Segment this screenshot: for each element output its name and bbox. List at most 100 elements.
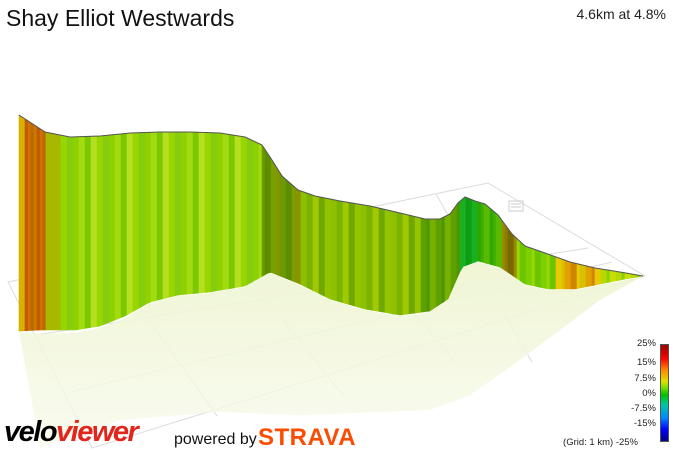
profile-strip [18,114,23,332]
gradient-legend-bar [660,344,669,442]
profile-strip [357,203,362,309]
profile-strip [423,218,428,313]
profile-strip [180,131,185,296]
profile-strip [363,204,368,310]
profile-strip [468,198,473,265]
profile-strip [270,157,275,275]
profile-strip [507,227,512,276]
profile-strip [504,223,509,274]
profile-strip [525,245,530,286]
profile-strip [315,195,320,294]
profile-strip [39,128,44,331]
veloviewer-logo[interactable]: velo viewer [4,414,139,448]
profile-strip [354,203,359,308]
profile-strip [210,132,215,293]
legend-label-15: 15% [636,357,656,368]
profile-strip [276,166,281,277]
profile-strip [426,218,431,312]
profile-strip [513,235,518,280]
profile-strip [474,200,479,263]
profile-strip [549,254,554,290]
profile-strip [384,209,389,314]
profile-strip [576,263,581,289]
profile-strip [66,136,71,331]
profile-strip [279,171,284,278]
profile-strip [63,135,68,331]
profile-strip [459,198,464,273]
profile-strip [162,131,167,300]
profile-strip [285,178,290,281]
profile-strip [45,131,50,331]
legend-label-minus-25: -25% [615,437,638,448]
profile-strip [261,144,266,277]
profile-strip [555,256,560,290]
profile-strip [399,212,404,316]
profile-strip [150,131,155,303]
profile-strip [87,135,92,329]
profile-strip [273,162,278,276]
profile-strip [177,131,182,296]
profile-strip [21,116,26,332]
profile-strip [174,131,179,297]
profile-strip [450,207,455,293]
profile-strip [615,271,620,282]
profile-strip [99,135,104,327]
profile-strip [567,260,572,290]
profile-strip [564,259,569,290]
profile-strip [621,271,626,280]
profile-strip [417,216,422,313]
logo-velo: velo [4,416,58,448]
profile-strip [105,134,110,325]
profile-strip [396,211,401,316]
profile-strip [240,136,245,288]
profile-strip [498,215,503,269]
profile-strip [489,207,494,266]
profile-strip [141,132,146,307]
profile-strip [312,194,317,293]
profile-strip [117,133,122,320]
profile-strip [579,264,584,289]
grid-scale-note: (Grid: 1 km) -25% [520,437,638,448]
profile-strip [531,248,536,287]
profile-strip [213,132,218,292]
profile-strips [18,114,644,332]
profile-strip [267,153,272,274]
profile-strip [402,213,407,315]
profile-outline [18,114,644,277]
strava-logo[interactable]: STRAVA [258,424,357,451]
profile-strip [216,132,221,292]
profile-strip [360,204,365,310]
profile-strip [225,133,230,290]
profile-strip [483,203,488,264]
profile-strip [231,134,236,289]
profile-strip [492,210,497,267]
profile-strip [441,216,446,304]
profile-strip [75,136,80,331]
profile-strip [375,207,380,312]
profile-strip [237,135,242,288]
profile-strip [333,199,338,302]
profile-strip [369,205,374,311]
profile-reflection [19,262,643,448]
profile-strip [297,189,302,285]
legend-label-0: 0% [642,388,656,399]
profile-strip [534,249,539,288]
profile-strip [306,192,311,290]
profile-strip [552,255,557,290]
profile-strip [120,133,125,319]
profile-strip [243,136,248,287]
profile-strip [432,218,437,310]
profile-strip [462,196,467,268]
profile-strip [585,265,590,288]
profile-strip [609,270,614,283]
profile-strip [429,218,434,312]
profile-strip [510,231,515,278]
profile-strip [186,131,191,295]
profile-strip [30,122,35,331]
profile-strip [330,198,335,301]
profile-strip [291,184,296,283]
profile-strip [588,266,593,287]
profile-strip [447,212,452,300]
profile-strip [282,176,287,279]
